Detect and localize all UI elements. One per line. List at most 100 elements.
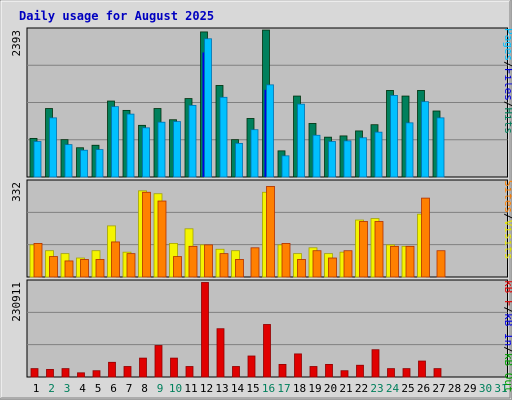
day-label: 9	[157, 382, 164, 395]
sites-bar	[64, 260, 74, 278]
day-label: 10	[169, 382, 182, 395]
pages-bar	[250, 129, 259, 178]
sites-bar	[235, 259, 244, 278]
legend-sep: /	[502, 213, 512, 220]
kbf-bar	[139, 357, 147, 378]
pages-bar	[49, 117, 57, 178]
kbf-bar	[216, 328, 225, 378]
pages-bar	[436, 117, 445, 178]
legend-kbout: kB Out	[502, 353, 512, 393]
day-label: 17	[277, 382, 290, 395]
day-label: 15	[246, 382, 259, 395]
pages-bar	[64, 144, 73, 178]
day-label: 8	[141, 382, 148, 395]
sites-bar	[421, 197, 430, 278]
day-label: 14	[231, 382, 245, 395]
pages-bar	[281, 155, 290, 178]
legend-sep: /	[502, 346, 512, 353]
kbf-bar	[418, 360, 426, 378]
sites-bar	[49, 256, 58, 278]
pages-bar	[374, 131, 383, 178]
kbf-bar	[201, 282, 209, 378]
legend-sep: /	[502, 101, 512, 108]
kbf-bar	[170, 357, 178, 378]
day-label: 20	[324, 382, 337, 395]
sites-bar	[390, 245, 399, 278]
day-label: 30	[479, 382, 492, 395]
legend-kbf: kB F	[502, 280, 512, 307]
day-label: 28	[448, 382, 461, 395]
day-label: 26	[417, 382, 430, 395]
kbf-bar	[433, 368, 442, 378]
kbf-bar	[46, 369, 54, 378]
sites-bar	[266, 186, 275, 278]
pages-bar	[142, 127, 150, 178]
day-label: 3	[64, 382, 71, 395]
sites-bar	[219, 253, 229, 278]
kbf-bar	[123, 366, 132, 378]
pages-bar	[157, 121, 166, 178]
kbf-bar	[30, 368, 39, 378]
pages-bar	[266, 84, 274, 178]
legend-sep: /	[502, 61, 512, 68]
pages-bar	[359, 137, 367, 178]
kbf-bar	[356, 364, 364, 378]
kbf-bar	[92, 370, 101, 378]
kbf-bar	[263, 324, 271, 378]
mid-legend: Sites/Visits	[502, 180, 512, 260]
day-label: 5	[95, 382, 102, 395]
legend-files: Files	[502, 68, 512, 101]
sites-bar	[142, 191, 151, 278]
pages-bar	[219, 96, 228, 178]
sites-bar	[157, 200, 167, 278]
sites-bar	[374, 221, 384, 278]
sites-bar	[188, 245, 198, 278]
bottom-max-label: 230911	[10, 282, 23, 322]
sites-bar	[95, 259, 105, 278]
day-label: 12	[200, 382, 213, 395]
sites-bar	[281, 243, 291, 278]
pages-bar	[405, 122, 414, 178]
kbf-bar	[61, 368, 70, 378]
legend-sep: /	[502, 307, 512, 314]
kbf-bar	[387, 368, 395, 378]
pages-bar	[95, 149, 104, 178]
sites-bar	[33, 243, 43, 278]
kbf-bar	[108, 361, 116, 378]
day-label: 11	[184, 382, 197, 395]
sites-bar	[204, 244, 213, 278]
visits-sites-panel	[26, 179, 508, 278]
kbf-bar	[154, 345, 163, 378]
day-label: 23	[370, 382, 383, 395]
kbf-bar	[77, 372, 85, 378]
pages-bar	[343, 140, 352, 178]
day-label: 22	[355, 382, 368, 395]
bottom-legend: kB F/kB In/kB Out	[502, 280, 512, 393]
mid-max-label: 332	[10, 182, 23, 202]
pages-bar	[421, 101, 429, 178]
day-label: 27	[432, 382, 445, 395]
legend-hits: Hits	[502, 108, 512, 135]
kbf-bar	[325, 363, 333, 378]
x-axis-day-labels: 1 2 3 4 5 6 7 8 9 10 11 12 13 14 15 16 17 18 19 20 21 22 23 24 2…	[33, 382, 508, 395]
day-label: 4	[79, 382, 86, 395]
day-label: 31	[494, 382, 507, 395]
top-legend: Pages/Files/Hits	[502, 28, 512, 134]
sites-bar	[405, 245, 415, 278]
day-label: 2	[48, 382, 55, 395]
legend-pages: Pages	[502, 28, 512, 61]
kbf-bar	[232, 366, 240, 378]
day-label: 21	[339, 382, 352, 395]
day-label: 13	[215, 382, 228, 395]
kbf-bar	[247, 355, 256, 378]
day-label: 1	[33, 382, 40, 395]
day-label: 16	[262, 382, 275, 395]
pages-bar	[312, 134, 321, 178]
pages-bar	[173, 121, 181, 178]
pages-bar	[297, 103, 305, 178]
sites-bar	[173, 256, 182, 278]
kbf-bar	[294, 353, 302, 378]
sites-bar	[250, 247, 260, 278]
kbf-bar	[309, 366, 318, 378]
